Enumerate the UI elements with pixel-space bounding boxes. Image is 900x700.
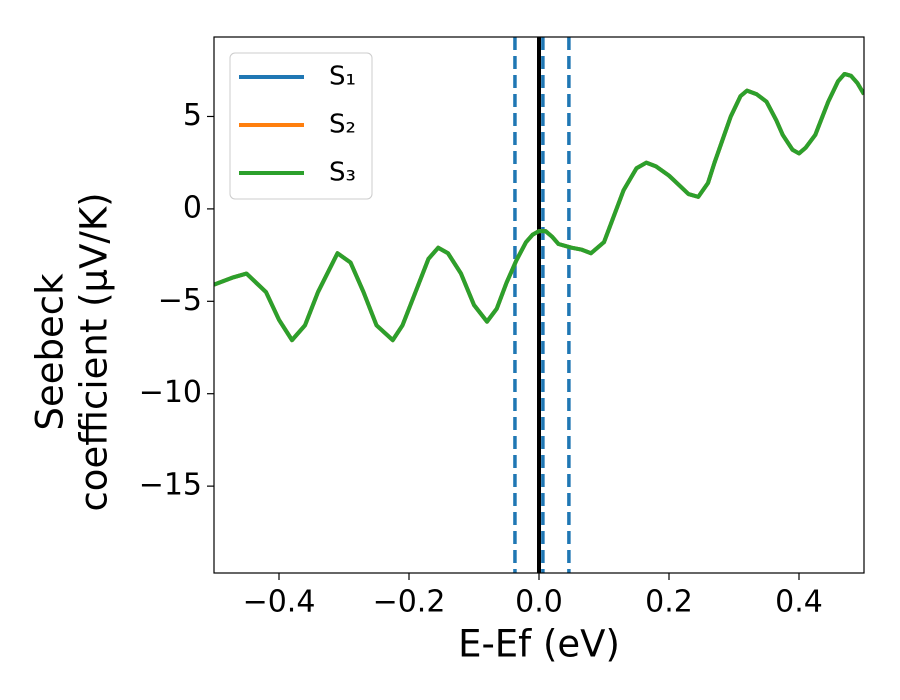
y-tick-label: −10 [139,375,202,410]
y-axis-label: coefficient (μV/K) [73,192,116,511]
y-tick-label: −5 [158,283,202,318]
legend-label: S₁ [329,62,356,92]
x-tick-label: 0.4 [775,585,823,620]
x-tick-label: −0.2 [373,585,446,620]
x-tick-label: 0.0 [515,585,563,620]
plot-frame [213,36,865,574]
legend-label: S₂ [329,110,356,140]
y-axis-label: Seebeck [29,273,72,431]
x-tick-label: 0.2 [645,585,693,620]
x-tick-label: −0.4 [243,585,316,620]
series-line [214,71,864,343]
y-tick-label: 0 [183,190,202,225]
y-tick-label: 5 [183,98,202,133]
x-axis-label: E-Ef (eV) [458,623,620,666]
legend-label: S₃ [329,158,356,188]
y-tick-label: −15 [139,468,202,503]
